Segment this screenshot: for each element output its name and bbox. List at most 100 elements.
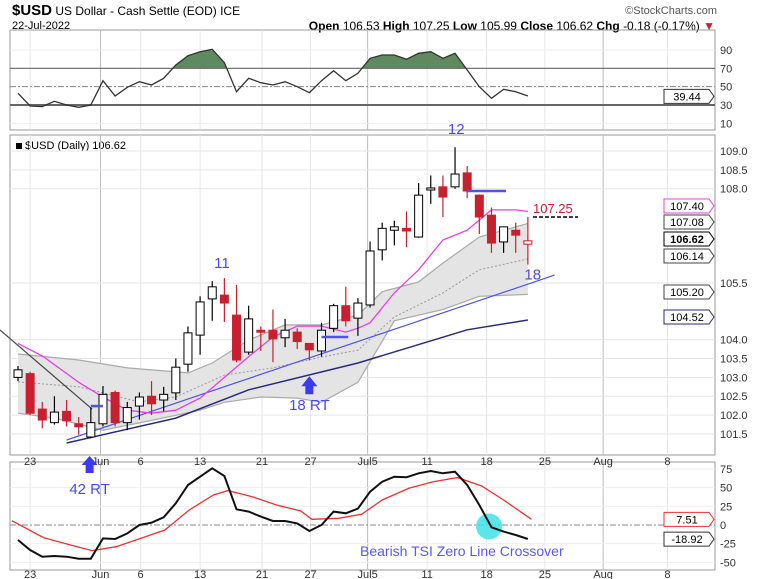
price-tick-label: 104.0: [720, 335, 748, 347]
tsi-tick-label: 50: [720, 483, 732, 495]
up-arrow-icon: [301, 376, 318, 395]
panel-frame: [9, 461, 716, 571]
candle-body: [377, 227, 387, 251]
x-tick-label: 13: [194, 456, 206, 468]
symbol: $USD: [12, 2, 53, 19]
price-tag: [663, 248, 715, 264]
bollinger-upper-line: [17, 222, 529, 374]
candle: [511, 222, 521, 253]
tsi-tick-label: -25: [720, 539, 736, 551]
candle: [207, 281, 217, 321]
price-value: 105.20: [670, 287, 704, 299]
candle: [147, 381, 157, 416]
candle: [244, 305, 254, 355]
tsi-tag: [663, 531, 715, 547]
x-tick-label: 27: [304, 569, 316, 579]
bollinger-mid-line: [17, 258, 529, 403]
candle-body: [511, 229, 521, 236]
tsi-tick-label: 25: [720, 501, 732, 513]
wave-annotation: 42 RT: [69, 481, 110, 498]
candle: [353, 298, 363, 336]
chart-title: $USD US Dollar - Cash Settle (EOD) ICE: [12, 2, 240, 19]
rsi-tick-label: 90: [720, 45, 732, 57]
tsi-annotation: Bearish TSI Zero Line Crossover: [360, 543, 564, 559]
candle: [365, 241, 375, 308]
candle: [256, 326, 266, 351]
candle-body: [426, 187, 436, 191]
tsi-tick-label: -50: [720, 557, 736, 569]
price-value: 104.52: [670, 312, 704, 324]
candle: [74, 416, 84, 435]
candle-body: [122, 407, 132, 424]
candle: [195, 296, 205, 355]
price-tick-label: 102.0: [720, 410, 748, 422]
price-tick-label: 109.0: [720, 146, 748, 158]
candle-body: [244, 318, 254, 353]
x-tick-label: 11: [421, 569, 432, 579]
bollinger-lower-line: [17, 293, 528, 431]
crossover-highlight: [476, 513, 503, 540]
price-tag: [663, 284, 715, 300]
x-tick-label: 8: [664, 456, 670, 468]
candle: [159, 386, 169, 412]
tsi-signal-value: 7.51: [676, 514, 697, 526]
x-tick-label: 25: [539, 569, 551, 579]
wave-annotation: 12: [448, 121, 465, 138]
watermark: ©StockCharts.com: [625, 5, 717, 17]
x-tick-label: 18: [480, 456, 492, 468]
candle-body: [268, 329, 278, 340]
candle: [134, 392, 144, 420]
rsi-line: [17, 48, 529, 108]
candle-body: [462, 172, 472, 192]
downtrend-line: [0, 329, 93, 410]
candle-body: [523, 240, 533, 245]
candle-body: [304, 342, 314, 351]
candle-body: [86, 422, 96, 438]
candle: [25, 371, 35, 416]
x-tick-label: 8: [664, 569, 670, 579]
candle-body: [25, 373, 35, 414]
candle: [62, 400, 72, 427]
candle: [486, 207, 496, 253]
candle: [377, 222, 387, 261]
candle: [474, 194, 484, 235]
price-tick-label: 108.5: [720, 165, 748, 177]
rsi-value: 39.44: [673, 91, 701, 103]
x-tick-label: Jul5: [358, 569, 378, 579]
candle: [341, 286, 351, 327]
candle: [280, 318, 290, 348]
candle-body: [147, 395, 157, 405]
candle-body: [353, 302, 363, 319]
candle-body: [329, 305, 339, 329]
price-tick-label: 103.5: [720, 354, 748, 366]
candle-body: [110, 391, 120, 424]
rsi-tick-label: 50: [720, 82, 732, 94]
rsi-tick-label: 70: [720, 63, 732, 75]
candle: [122, 401, 132, 431]
candle: [304, 342, 314, 361]
x-tick-label: Jul5: [358, 456, 378, 468]
wave-annotation: 18: [524, 266, 541, 283]
wave-annotation: 11: [214, 255, 230, 272]
price-tag: [663, 198, 715, 214]
x-tick-label: 27: [304, 456, 316, 468]
candle: [523, 217, 533, 265]
candle-body: [389, 226, 399, 231]
x-tick-label: 18: [480, 569, 492, 579]
tsi-tick-label: 0: [720, 520, 726, 532]
candle: [37, 401, 47, 429]
tsi-tick-label: 75: [720, 464, 732, 476]
panel-frame: [9, 29, 716, 131]
candle: [183, 326, 193, 372]
legend-swatch-icon: [16, 143, 22, 150]
x-tick-label: 21: [256, 569, 268, 579]
price-value: 106.14: [670, 251, 704, 263]
x-tick-label: Jun: [92, 569, 110, 579]
candle: [49, 396, 59, 425]
candle-body: [219, 294, 229, 304]
candle: [110, 390, 120, 427]
wave-annotation: 18 RT: [289, 397, 330, 414]
panel-frame: [9, 134, 716, 456]
price-value: 107.08: [670, 217, 704, 229]
price-tag: [663, 309, 715, 325]
